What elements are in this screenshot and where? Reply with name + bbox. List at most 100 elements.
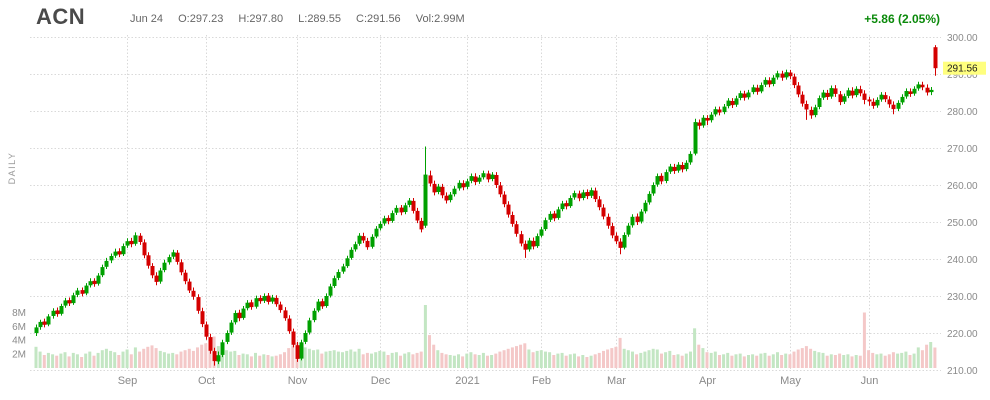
volume-bar — [875, 354, 879, 368]
volume-bar — [552, 355, 556, 368]
volume-bar — [117, 355, 121, 368]
candle-body — [494, 175, 499, 185]
candle-body — [767, 80, 772, 85]
candle-body — [597, 199, 602, 208]
volume-bar — [660, 353, 663, 368]
volume-bar — [900, 352, 904, 368]
candle-body — [746, 92, 751, 98]
volume-bar — [191, 350, 195, 368]
y-axis-label: 230.00 — [947, 292, 978, 303]
candle-body — [726, 100, 731, 107]
candle-body — [129, 240, 134, 245]
candle-body — [258, 297, 263, 302]
volume-bar — [316, 349, 320, 368]
candle-body — [829, 88, 834, 97]
candle-body — [34, 327, 39, 333]
volume-bar — [133, 347, 137, 368]
volume-bar — [809, 348, 813, 368]
volume-axis-label: 8M — [12, 308, 26, 319]
volume-bar — [341, 352, 344, 368]
volume-bar — [780, 355, 784, 368]
volume-bar — [42, 355, 46, 368]
candle-body — [204, 324, 209, 337]
volume-bar — [104, 348, 108, 368]
y-axis-label: 260.00 — [947, 181, 978, 192]
volume-bar — [593, 354, 597, 368]
candle-body — [440, 186, 445, 196]
volume-bar — [38, 351, 42, 368]
candle-body — [589, 190, 594, 196]
volume-bar — [904, 351, 908, 368]
candle-body — [630, 216, 635, 226]
candle-body — [560, 203, 565, 210]
candle-body — [800, 94, 805, 104]
volume-bar — [879, 353, 883, 368]
candle-body — [349, 249, 354, 258]
candle-body — [585, 192, 590, 197]
candle-body — [659, 175, 664, 182]
candle-body — [316, 301, 321, 311]
candle-body — [610, 226, 615, 236]
volume-bar — [631, 351, 634, 368]
candle-body — [38, 321, 43, 328]
candle-body — [722, 106, 727, 113]
volume-bar — [233, 350, 237, 368]
volume-bar — [88, 351, 92, 368]
candle-body — [307, 320, 312, 333]
candle-body — [804, 104, 809, 110]
volume-bar — [92, 355, 96, 368]
candle-body — [291, 331, 296, 345]
candle-body — [428, 175, 433, 184]
y-axis-label: 280.00 — [947, 107, 978, 118]
volume-bar — [96, 352, 100, 368]
candle-body — [411, 200, 416, 211]
candle-body — [784, 72, 789, 78]
volume-bar — [858, 355, 862, 368]
volume-bar — [109, 350, 113, 368]
candle-body — [668, 166, 673, 172]
candle-body — [697, 122, 702, 126]
volume-bar — [461, 356, 465, 368]
candle-body — [813, 107, 818, 116]
volume-bar — [67, 356, 71, 368]
candle-body — [266, 295, 271, 302]
volume-bar — [684, 353, 688, 368]
candle-body — [796, 85, 801, 95]
candle-body — [481, 173, 486, 178]
candle-body — [477, 177, 482, 182]
volume-bar — [929, 342, 933, 368]
volume-bar — [490, 355, 494, 368]
candle-body — [407, 200, 412, 205]
candle-body — [900, 96, 905, 103]
volume-bar — [705, 352, 709, 368]
volume-bar — [867, 350, 871, 368]
volume-bar — [531, 352, 535, 368]
volume-bar — [241, 353, 245, 368]
volume-bar — [481, 352, 485, 368]
candle-body — [887, 99, 892, 105]
candle-body — [332, 278, 337, 286]
candle-body — [568, 198, 573, 207]
volume-bar — [320, 353, 324, 368]
volume-bar — [162, 352, 166, 368]
candle-body — [191, 290, 196, 297]
candle-body — [274, 297, 279, 305]
volume-bar — [833, 355, 837, 368]
candle-body — [324, 296, 329, 306]
candle-body — [527, 240, 532, 250]
volume-bar — [560, 352, 564, 368]
candle-body — [328, 286, 333, 296]
candle-body — [113, 251, 118, 256]
volume-bar — [125, 349, 129, 368]
x-axis-label: 2021 — [455, 375, 479, 387]
candle-body — [759, 85, 764, 92]
volume-bar — [896, 353, 900, 368]
candle-body — [419, 220, 424, 230]
candle-body — [639, 211, 644, 222]
volume-bar — [544, 351, 547, 368]
volume-bar — [523, 343, 527, 368]
candle-body — [713, 109, 718, 115]
candle-body — [415, 210, 420, 221]
x-axis-label: Dec — [371, 375, 391, 387]
